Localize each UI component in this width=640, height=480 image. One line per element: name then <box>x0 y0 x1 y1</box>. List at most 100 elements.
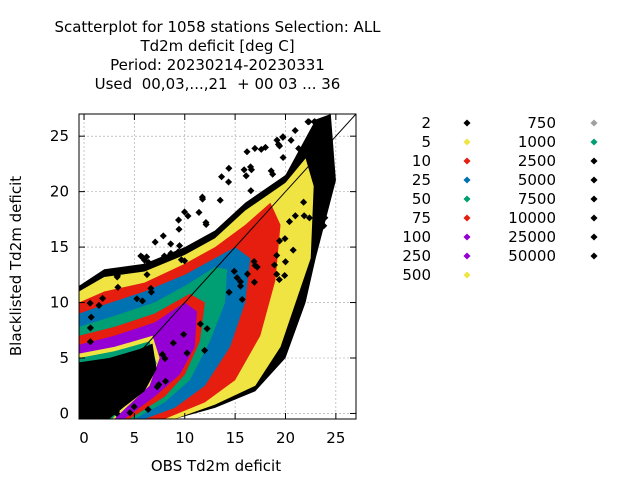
outlier-point <box>251 261 259 269</box>
outlier-point <box>180 330 188 338</box>
legend-marker <box>590 138 598 146</box>
outlier-point <box>99 294 107 302</box>
outlier-point <box>144 405 152 414</box>
outlier-point <box>167 240 175 248</box>
title-line-4: Used 00,03,...,21 + 00 03 ... 36 <box>94 75 341 93</box>
legend-label: 5 <box>421 133 431 151</box>
y-tick-label: 10 <box>50 294 69 312</box>
legend-marker <box>463 271 471 279</box>
legend-marker <box>590 176 598 184</box>
outlier-point <box>181 208 189 216</box>
x-tick-label: 20 <box>276 429 295 447</box>
outlier-point <box>216 196 224 204</box>
outlier-point <box>273 270 281 278</box>
legend-marker <box>590 252 598 260</box>
outlier-point <box>238 295 246 304</box>
outlier-point <box>113 409 121 417</box>
x-tick-label: 5 <box>130 429 140 447</box>
legend-label: 10000 <box>508 209 556 227</box>
x-tick-label: 25 <box>326 429 345 447</box>
outlier-point <box>230 267 238 275</box>
legend-label: 25000 <box>508 228 556 246</box>
legend-label: 2 <box>421 114 431 132</box>
legend-marker <box>590 233 598 241</box>
outlier-point <box>269 170 277 178</box>
outlier-point <box>167 249 175 257</box>
outlier-point <box>135 385 144 393</box>
outlier-point <box>225 164 233 172</box>
outlier-point <box>105 395 114 403</box>
outlier-point <box>130 403 138 411</box>
outlier-point <box>138 297 146 305</box>
title-line-3: Period: 20230214-20230331 <box>110 56 325 74</box>
x-axis-ticks: 0 5 10 15 20 25 <box>79 114 345 447</box>
outlier-point <box>310 118 318 126</box>
outlier-point <box>203 325 211 333</box>
outlier-point <box>281 235 289 243</box>
density-layers <box>79 114 336 419</box>
outlier-point <box>287 136 295 144</box>
outlier-point <box>181 257 189 265</box>
density-region <box>79 343 157 419</box>
outlier-point <box>274 140 282 148</box>
y-axis-ticks: 0 5 10 15 20 25 <box>50 127 356 422</box>
legend-marker <box>463 214 471 222</box>
outlier-point <box>243 148 251 156</box>
outlier-point <box>300 212 308 220</box>
outlier-point <box>270 261 279 269</box>
outlier-point <box>174 248 182 256</box>
outlier-point <box>247 166 255 174</box>
outlier-point <box>113 271 121 280</box>
outlier-point <box>153 383 161 391</box>
outlier-point <box>175 225 183 233</box>
legend-label: 50000 <box>508 247 556 265</box>
outlier-point <box>145 367 153 375</box>
legend-label: 5000 <box>518 171 556 189</box>
legend: 2510255075100250500750100025005000750010… <box>402 114 598 284</box>
outlier-point <box>281 271 289 280</box>
legend-marker <box>590 214 598 222</box>
outlier-point <box>250 278 258 286</box>
outlier-point <box>276 237 284 245</box>
legend-label: 1000 <box>518 133 556 151</box>
outlier-point <box>289 246 297 254</box>
outlier-point <box>247 187 255 195</box>
outlier-point <box>176 242 184 250</box>
outlier-point <box>285 218 293 226</box>
legend-label: 25 <box>412 171 431 189</box>
outlier-point <box>162 377 170 385</box>
legend-marker <box>463 138 471 146</box>
outlier-point <box>233 274 241 282</box>
outlier-point <box>169 339 177 347</box>
outlier-point <box>184 212 192 220</box>
outlier-point <box>317 223 325 231</box>
outlier-point <box>196 320 204 328</box>
legend-label: 250 <box>402 247 431 265</box>
outlier-point <box>87 313 95 321</box>
legend-marker <box>463 195 471 203</box>
outlier-point <box>202 220 210 229</box>
outlier-point <box>281 258 290 266</box>
outlier-point <box>315 209 323 217</box>
outlier-point <box>198 193 206 201</box>
legend-label: 50 <box>412 190 431 208</box>
outlier-point <box>243 270 252 278</box>
legend-label: 100 <box>402 228 431 246</box>
y-axis-label: Blacklisted Td2m deficit <box>7 176 25 356</box>
outlier-point <box>279 133 287 141</box>
outlier-point <box>251 144 259 152</box>
legend-marker <box>590 157 598 165</box>
legend-label: 10 <box>412 152 431 170</box>
outlier-point <box>117 398 125 406</box>
legend-label: 500 <box>402 266 431 284</box>
outlier-point <box>141 262 149 270</box>
outlier-point <box>159 232 167 240</box>
y-tick-label: 0 <box>59 404 69 422</box>
outlier-point <box>218 173 226 181</box>
outlier-point <box>295 144 303 153</box>
outlier-point <box>304 118 312 126</box>
x-tick-label: 10 <box>175 429 194 447</box>
outlier-point <box>275 276 283 284</box>
outlier-point <box>291 212 299 220</box>
outlier-point <box>300 198 308 206</box>
